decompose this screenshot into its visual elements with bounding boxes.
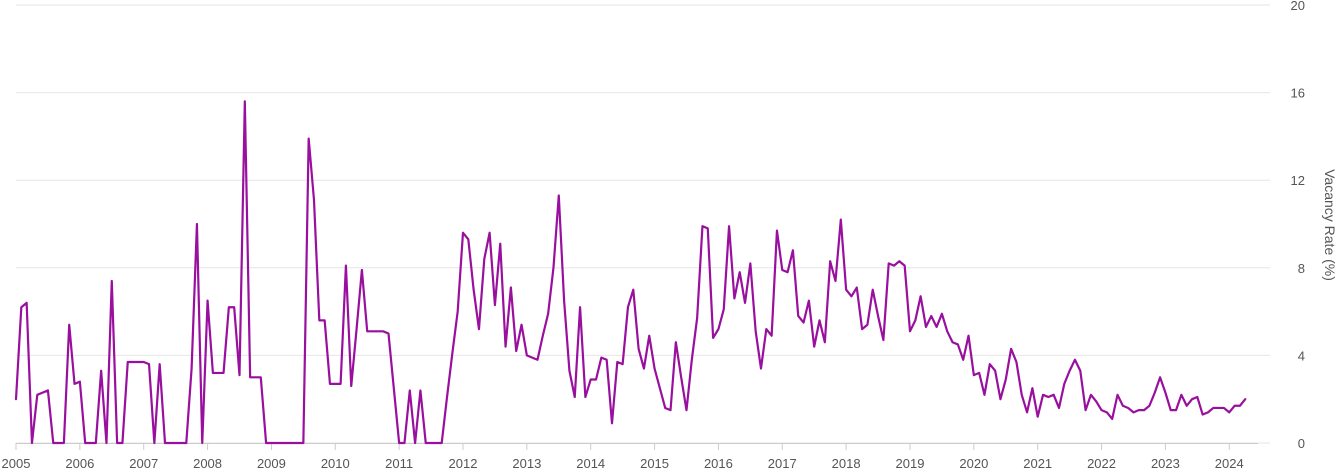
y-tick-label: 8 <box>1298 261 1305 276</box>
x-tick-label: 2014 <box>576 456 605 471</box>
x-tick-label: 2020 <box>959 456 988 471</box>
x-tick-label: 2013 <box>512 456 541 471</box>
x-tick-label: 2005 <box>2 456 31 471</box>
x-tick-label: 2019 <box>896 456 925 471</box>
x-tick-label: 2023 <box>1151 456 1180 471</box>
x-tick-label: 2021 <box>1023 456 1052 471</box>
x-tick-label: 2022 <box>1087 456 1116 471</box>
x-tick-label: 2010 <box>321 456 350 471</box>
y-axis: 0 4 8 12 16 20 <box>1291 0 1305 451</box>
x-tick-label: 2015 <box>640 456 669 471</box>
x-tick-label: 2017 <box>768 456 797 471</box>
x-tick-label: 2024 <box>1215 456 1244 471</box>
y-tick-label: 16 <box>1291 86 1305 101</box>
x-tick-label: 2006 <box>65 456 94 471</box>
x-tick-label: 2018 <box>832 456 861 471</box>
x-tick-label: 2008 <box>193 456 222 471</box>
x-tick-label: 2016 <box>704 456 733 471</box>
series-line-0 <box>14 100 1247 445</box>
y-tick-label: 0 <box>1298 436 1305 451</box>
y-axis-title: Vacancy Rate (%) <box>1322 169 1338 281</box>
x-tick-label: 2009 <box>257 456 286 471</box>
y-tick-label: 12 <box>1291 173 1305 188</box>
x-axis: 2005 2006 2007 2008 2009 2010 2011 2012 2013 2014… <box>2 443 1258 471</box>
series-layer <box>14 100 1247 445</box>
y-tick-label: 20 <box>1291 0 1305 13</box>
y-tick-label: 4 <box>1298 348 1305 363</box>
x-tick-label: 2007 <box>129 456 158 471</box>
x-tick-label: 2011 <box>385 456 413 471</box>
x-tick-label: 2012 <box>449 456 478 471</box>
